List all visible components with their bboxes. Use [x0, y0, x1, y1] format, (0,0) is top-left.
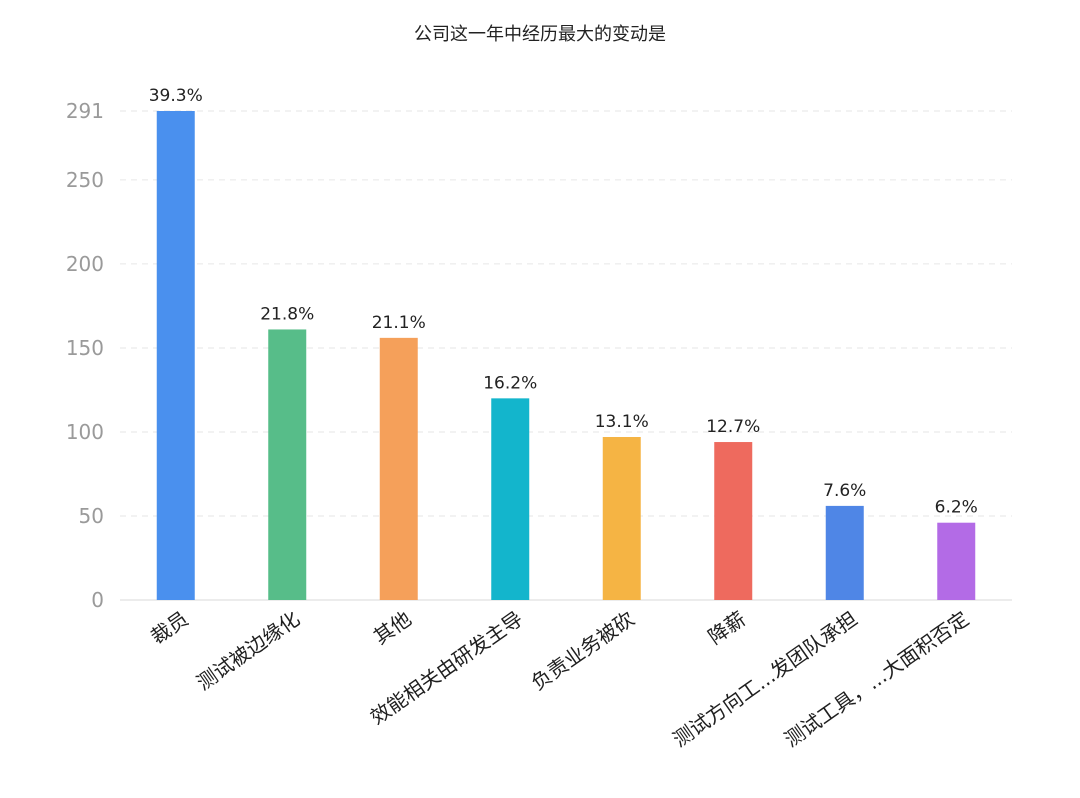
x-tick-label: 测试工具，...大面积否定 [780, 606, 973, 751]
data-label: 12.7% [706, 417, 760, 437]
x-tick-label: 降薪 [704, 606, 751, 649]
data-label: 39.3% [149, 86, 203, 106]
bar[interactable] [491, 398, 530, 600]
x-tick-label: 其他 [369, 606, 416, 649]
bar[interactable] [379, 337, 418, 600]
y-tick-label: 100 [66, 420, 104, 444]
y-tick-label: 200 [66, 252, 104, 276]
data-label: 21.8% [260, 304, 314, 324]
data-label: 21.1% [372, 313, 426, 333]
bar[interactable] [714, 442, 753, 600]
y-tick-label: 291 [66, 99, 104, 123]
data-label: 7.6% [823, 481, 866, 501]
y-tick-label: 150 [66, 336, 104, 360]
y-tick-label: 0 [91, 588, 104, 612]
data-label: 6.2% [935, 498, 978, 518]
x-tick-label: 测试方向工...发团队承担 [668, 606, 861, 751]
grid-layer [120, 110, 1012, 601]
bar[interactable] [937, 522, 976, 600]
x-tick-label: 负责业务被砍 [527, 606, 639, 694]
x-tick-label: 测试被边缘化 [192, 606, 304, 694]
chart-title: 公司这一年中经历最大的变动是 [414, 24, 666, 45]
bar[interactable] [156, 111, 195, 600]
bar[interactable] [268, 329, 307, 600]
y-axis: 0 50 100 150 200 250 291 [66, 99, 104, 612]
y-tick-label: 250 [66, 168, 104, 192]
y-tick-label: 50 [79, 504, 104, 528]
bar[interactable] [825, 505, 864, 600]
x-tick-label: 裁员 [146, 606, 193, 649]
data-label: 13.1% [595, 412, 649, 432]
bar[interactable] [602, 437, 641, 600]
labels-layer: 39.3% 21.8% 21.1% 16.2% 13.1% 12.7% 7.6% 6.2% [149, 86, 978, 518]
data-label: 16.2% [483, 373, 537, 393]
bars-layer [156, 111, 976, 600]
